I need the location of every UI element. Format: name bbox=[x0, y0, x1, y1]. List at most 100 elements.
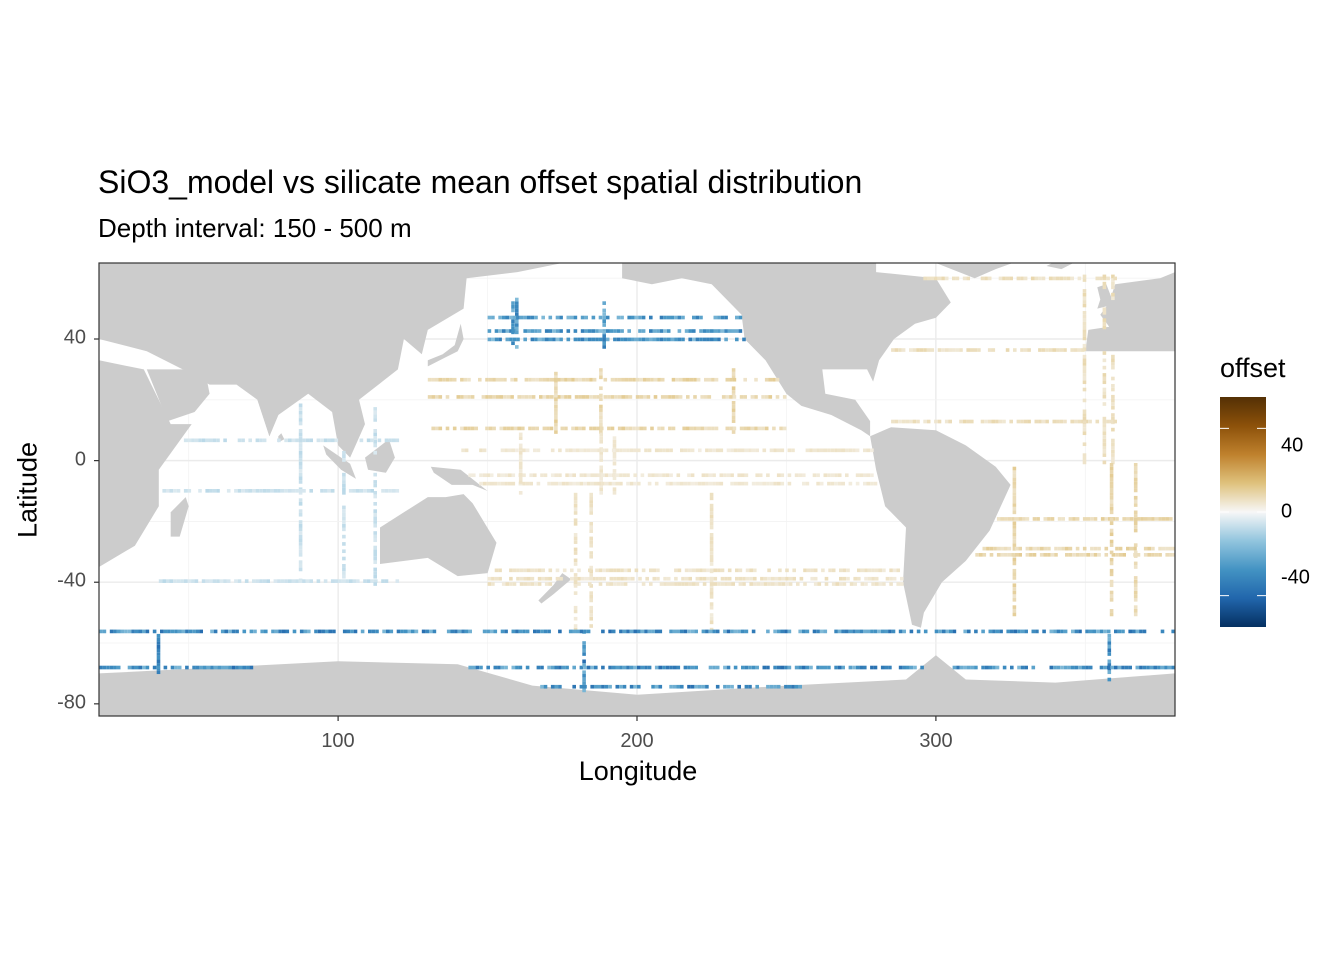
offset-cell bbox=[515, 666, 519, 670]
offset-cell bbox=[606, 338, 610, 342]
offset-cell bbox=[802, 666, 806, 670]
offset-cell bbox=[325, 630, 329, 634]
offset-cell bbox=[1018, 517, 1022, 521]
offset-cell bbox=[737, 449, 741, 453]
offset-cell bbox=[1008, 517, 1012, 521]
offset-cell bbox=[678, 329, 682, 333]
offset-cell bbox=[853, 577, 857, 581]
offset-cell bbox=[841, 666, 845, 670]
offset-cell bbox=[727, 685, 731, 689]
offset-cell bbox=[599, 466, 603, 470]
offset-cell bbox=[209, 579, 213, 583]
offset-cell bbox=[367, 489, 371, 493]
offset-cell bbox=[902, 630, 906, 634]
offset-cell bbox=[1106, 420, 1110, 424]
offset-cell bbox=[613, 577, 617, 581]
offset-cell bbox=[629, 427, 633, 431]
offset-cell bbox=[525, 378, 529, 382]
offset-cell bbox=[986, 547, 990, 551]
offset-cell bbox=[571, 378, 575, 382]
offset-cell bbox=[250, 666, 254, 670]
offset-cell bbox=[765, 395, 769, 399]
offset-cell bbox=[741, 449, 745, 453]
offset-cell bbox=[623, 666, 627, 670]
offset-cell bbox=[633, 685, 637, 689]
offset-cell bbox=[611, 427, 615, 431]
offset-cell bbox=[569, 482, 573, 486]
offset-cell bbox=[266, 489, 270, 493]
offset-cell bbox=[295, 489, 299, 493]
offset-cell bbox=[532, 395, 536, 399]
offset-cell bbox=[299, 455, 303, 459]
offset-cell bbox=[170, 579, 174, 583]
offset-cell bbox=[637, 685, 641, 689]
offset-cell bbox=[767, 569, 771, 573]
offset-cell bbox=[687, 685, 691, 689]
offset-cell bbox=[653, 577, 657, 581]
offset-cell bbox=[543, 378, 547, 382]
offset-cell bbox=[625, 378, 629, 382]
offset-cell bbox=[531, 316, 535, 320]
offset-cell bbox=[508, 473, 512, 477]
offset-cell bbox=[671, 316, 675, 320]
offset-cell bbox=[235, 666, 239, 670]
offset-cell bbox=[295, 439, 299, 443]
offset-cell bbox=[893, 569, 897, 573]
offset-cell bbox=[317, 439, 321, 443]
offset-cell bbox=[594, 473, 598, 477]
offset-cell bbox=[576, 630, 580, 634]
offset-cell bbox=[302, 579, 306, 583]
offset-cell bbox=[1128, 630, 1132, 634]
offset-cell bbox=[1013, 348, 1017, 352]
offset-cell bbox=[554, 430, 558, 434]
offset-cell bbox=[1009, 277, 1013, 281]
offset-cell bbox=[641, 473, 645, 477]
offset-cell bbox=[511, 305, 515, 309]
offset-cell bbox=[757, 582, 761, 586]
offset-cell bbox=[574, 504, 578, 508]
offset-cell bbox=[1038, 277, 1042, 281]
offset-cell bbox=[1083, 442, 1087, 446]
offset-cell bbox=[299, 546, 303, 550]
offset-cell bbox=[1110, 598, 1114, 602]
offset-cell bbox=[299, 411, 303, 415]
offset-cell bbox=[577, 577, 581, 581]
offset-cell bbox=[329, 630, 333, 634]
offset-cell bbox=[966, 277, 970, 281]
offset-cell bbox=[599, 469, 603, 473]
offset-cell bbox=[572, 449, 576, 453]
offset-cell bbox=[533, 449, 537, 453]
offset-cell bbox=[606, 316, 610, 320]
offset-cell bbox=[227, 489, 231, 493]
offset-cell bbox=[299, 422, 303, 426]
offset-cell bbox=[189, 630, 193, 634]
offset-cell bbox=[613, 440, 617, 444]
offset-cell bbox=[610, 329, 614, 333]
offset-cell bbox=[613, 462, 617, 466]
offset-cell bbox=[516, 316, 520, 320]
offset-cell bbox=[601, 473, 605, 477]
offset-cell bbox=[1103, 322, 1107, 326]
offset-cell bbox=[785, 569, 789, 573]
offset-cell bbox=[669, 449, 673, 453]
offset-cell bbox=[1000, 547, 1004, 551]
offset-cell bbox=[1134, 525, 1138, 529]
offset-cell bbox=[704, 395, 708, 399]
offset-cell bbox=[546, 427, 550, 431]
offset-cell bbox=[1111, 439, 1115, 443]
offset-cell bbox=[755, 473, 759, 477]
offset-cell bbox=[214, 666, 218, 670]
offset-cell bbox=[392, 489, 396, 493]
offset-cell bbox=[712, 449, 716, 453]
offset-cell bbox=[381, 579, 385, 583]
offset-cell bbox=[559, 338, 563, 342]
offset-cell bbox=[669, 666, 673, 670]
offset-cell bbox=[1108, 645, 1112, 649]
offset-cell bbox=[1053, 666, 1057, 670]
offset-cell bbox=[659, 449, 663, 453]
offset-cell bbox=[765, 427, 769, 431]
offset-cell bbox=[717, 316, 721, 320]
offset-cell bbox=[157, 670, 161, 674]
offset-cell bbox=[732, 368, 736, 372]
offset-cell bbox=[692, 329, 696, 333]
